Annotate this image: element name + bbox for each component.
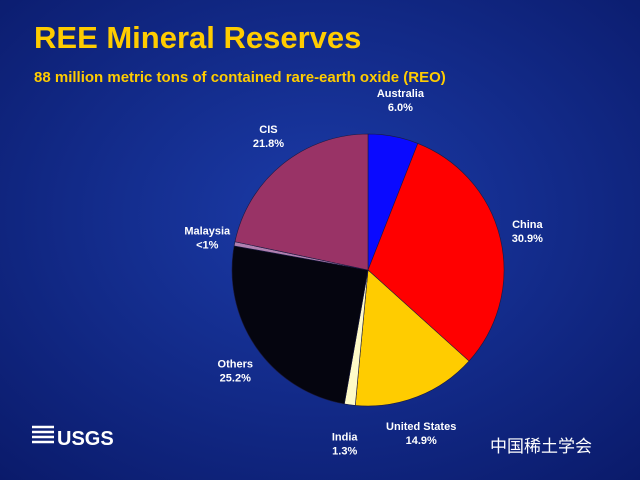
title: REE Mineral Reserves <box>34 20 361 55</box>
slice-label: Malaysia <box>184 226 231 238</box>
slice-value-label: 30.9% <box>512 233 543 245</box>
slice-label: China <box>512 219 543 231</box>
pie-slice <box>231 245 369 405</box>
slice-value-label: 21.8% <box>253 138 284 150</box>
logo-text: USGS <box>57 428 114 450</box>
slice-label: India <box>332 431 359 443</box>
slice-value-label: 6.0% <box>388 102 413 114</box>
slice-value-label: 14.9% <box>406 435 437 447</box>
subtitle: 88 million metric tons of contained rare… <box>34 69 446 86</box>
slice-value-label: 25.2% <box>220 373 251 385</box>
slice-label: Australia <box>377 88 425 100</box>
slice-label: CIS <box>259 124 277 136</box>
watermark: 中国稀土学会 <box>490 437 592 456</box>
logo-waves <box>32 425 54 444</box>
slice-value-label: <1% <box>196 240 219 252</box>
pie-slice <box>367 143 505 362</box>
slice-label: Others <box>218 359 253 371</box>
pie-slice <box>234 133 369 271</box>
pie-slice <box>354 269 470 407</box>
slice-value-label: 1.3% <box>332 445 357 457</box>
slice-label: United States <box>386 421 456 433</box>
usgs-logo: USGS <box>32 425 114 450</box>
pie <box>231 133 505 407</box>
